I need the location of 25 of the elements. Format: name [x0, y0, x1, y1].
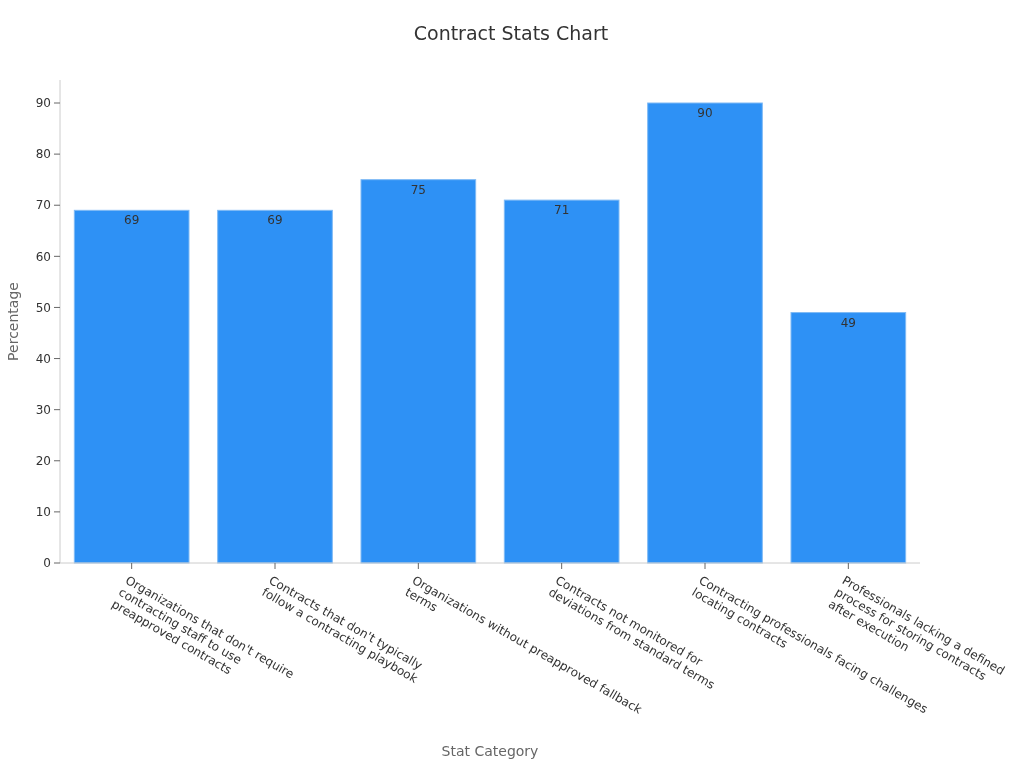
y-tick-label: 70: [35, 198, 51, 213]
data-label: 71: [554, 203, 570, 218]
y-tick-label: 20: [35, 453, 51, 468]
bar: [217, 209, 333, 564]
data-label: 90: [697, 106, 713, 120]
y-tick-label: 80: [35, 147, 51, 162]
x-axis-title: Stat Category: [441, 743, 539, 759]
y-tick-label: 0: [43, 556, 51, 571]
chart-title: Contract Stats Chart: [413, 22, 609, 44]
data-label: 49: [840, 315, 856, 330]
bar: [647, 102, 763, 564]
y-tick-label: 10: [35, 505, 51, 520]
y-tick-label: 90: [35, 96, 51, 111]
bar: [790, 312, 907, 564]
data-label: 69: [124, 213, 140, 228]
data-label: 75: [410, 182, 426, 197]
y-tick-label: 50: [35, 300, 51, 315]
y-axis-title: Percentage: [5, 282, 21, 361]
data-label: 69: [267, 213, 283, 228]
bar: [73, 209, 190, 564]
y-tick-label: 40: [35, 351, 51, 366]
y-tick-label: 30: [35, 402, 51, 417]
bar: [503, 199, 620, 564]
y-tick-label: 60: [35, 249, 51, 264]
bar: [360, 179, 477, 564]
